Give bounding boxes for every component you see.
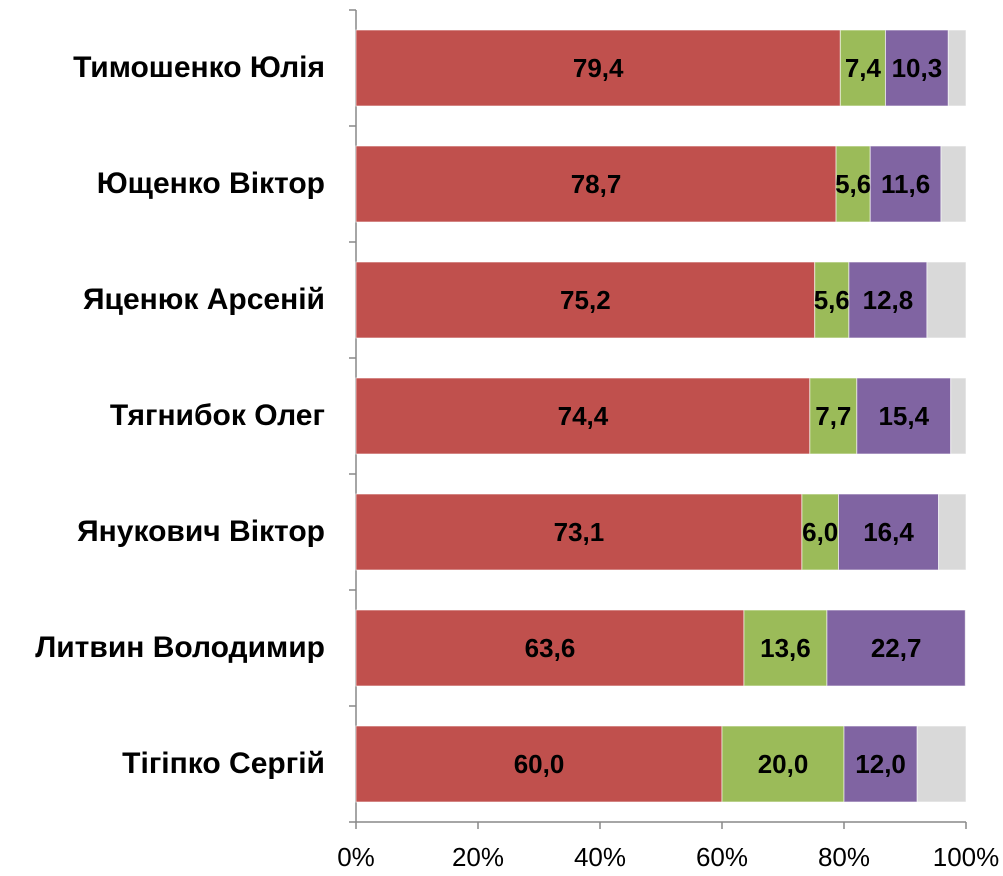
category-label-box: Тігіпко Сергій <box>0 714 325 814</box>
bar-segment <box>355 29 841 107</box>
category-label: Янукович Віктор <box>77 515 325 548</box>
category-label: Тігіпко Сергій <box>122 747 325 780</box>
bar-segment <box>801 493 840 571</box>
bar-segment <box>926 261 967 339</box>
data-label: 75,2 <box>560 285 611 315</box>
bar-segment <box>856 377 952 455</box>
bar-segment <box>884 29 949 107</box>
bar-segment <box>938 493 967 571</box>
bar-segment <box>950 377 967 455</box>
x-tick-label: 80% <box>818 842 870 872</box>
category-label: Тягнибок Олег <box>109 399 325 432</box>
bar-segment <box>835 145 871 223</box>
bar-segment <box>848 261 928 339</box>
category-label-box: Тягнибок Олег <box>0 366 325 466</box>
category-label: Тимошенко Юлія <box>73 51 325 84</box>
category-label: Ющенко Віктор <box>96 167 325 200</box>
data-label: 12,0 <box>855 749 906 779</box>
data-label: 7,7 <box>815 401 851 431</box>
bar-segment <box>869 145 942 223</box>
data-label: 12,8 <box>863 285 914 315</box>
data-label: 5,6 <box>814 285 850 315</box>
bar-segment <box>826 609 966 687</box>
data-label: 15,4 <box>878 401 929 431</box>
bar-segment <box>355 493 803 571</box>
bar-segment <box>355 145 837 223</box>
bar-segment <box>355 377 811 455</box>
data-label: 20,0 <box>758 749 809 779</box>
category-label: Литвин Володимир <box>35 631 325 664</box>
bar-segment <box>838 493 940 571</box>
data-label: 60,0 <box>514 749 565 779</box>
category-label-box: Яценюк Арсеній <box>0 250 325 350</box>
bar-segment <box>355 609 745 687</box>
bar-segment <box>743 609 828 687</box>
x-tick-label: 20% <box>452 842 504 872</box>
category-label: Яценюк Арсеній <box>82 283 325 316</box>
bar-segment <box>355 261 816 339</box>
data-label: 74,4 <box>558 401 609 431</box>
data-label: 16,4 <box>863 517 914 547</box>
category-label-box: Янукович Віктор <box>0 482 325 582</box>
bar-segment <box>947 29 967 107</box>
data-label: 13,6 <box>760 633 811 663</box>
x-tick-label: 0% <box>337 842 375 872</box>
x-tick-label: 100% <box>933 842 1000 872</box>
data-label: 79,4 <box>573 53 624 83</box>
bar-segment <box>940 145 967 223</box>
category-label-box: Ющенко Віктор <box>0 134 325 234</box>
data-label: 73,1 <box>554 517 605 547</box>
data-label: 6,0 <box>802 517 838 547</box>
bar-segment <box>355 725 723 803</box>
category-label-box: Тимошенко Юлія <box>0 18 325 118</box>
x-tick-label: 60% <box>696 842 748 872</box>
data-label: 63,6 <box>525 633 576 663</box>
bar-segment <box>814 261 850 339</box>
data-label: 78,7 <box>571 169 622 199</box>
data-label: 22,7 <box>871 633 922 663</box>
bar-segment <box>916 725 967 803</box>
data-label: 7,4 <box>845 53 882 83</box>
data-label: 11,6 <box>881 169 930 199</box>
category-label-box: Литвин Володимир <box>0 598 325 698</box>
data-label: 5,6 <box>835 169 871 199</box>
x-tick-label: 40% <box>574 842 626 872</box>
data-label: 10,3 <box>892 53 943 83</box>
bar-segment <box>964 609 967 687</box>
